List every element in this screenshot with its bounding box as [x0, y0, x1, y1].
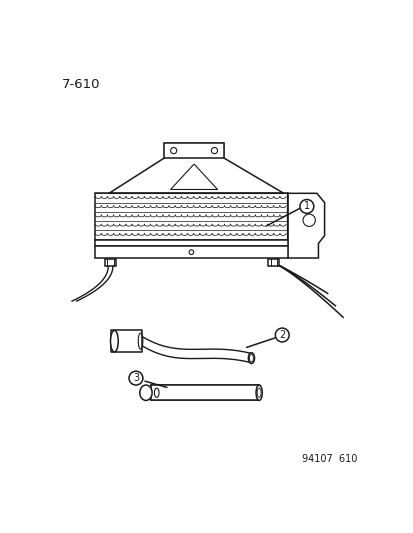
- Circle shape: [189, 250, 193, 255]
- Circle shape: [170, 148, 176, 154]
- Polygon shape: [170, 164, 217, 189]
- Ellipse shape: [256, 385, 261, 400]
- Circle shape: [275, 328, 288, 342]
- Text: 1: 1: [303, 201, 309, 212]
- Bar: [95, 246, 287, 258]
- Ellipse shape: [248, 353, 254, 364]
- Text: 7-610: 7-610: [62, 78, 100, 91]
- Ellipse shape: [110, 330, 118, 352]
- Ellipse shape: [140, 385, 152, 400]
- Text: 2: 2: [278, 330, 285, 340]
- Polygon shape: [109, 143, 283, 193]
- Circle shape: [211, 148, 217, 154]
- Text: 3: 3: [133, 373, 139, 383]
- Circle shape: [129, 371, 142, 385]
- Text: 94107  610: 94107 610: [301, 454, 356, 464]
- Circle shape: [299, 199, 313, 213]
- Circle shape: [302, 214, 315, 227]
- Bar: [111, 330, 142, 352]
- Bar: [164, 143, 223, 158]
- Bar: [95, 193, 287, 239]
- Bar: [95, 193, 287, 239]
- Bar: [95, 239, 287, 246]
- Bar: [268, 259, 278, 266]
- Polygon shape: [287, 193, 324, 258]
- Bar: [151, 385, 259, 400]
- Bar: [105, 259, 116, 266]
